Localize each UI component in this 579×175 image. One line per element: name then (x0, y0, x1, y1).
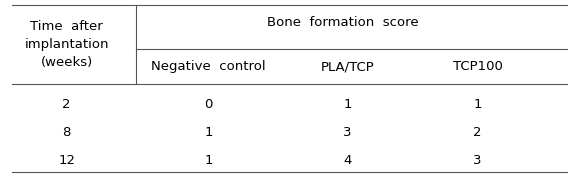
Text: 1: 1 (343, 99, 351, 111)
Text: 0: 0 (204, 99, 212, 111)
Text: 3: 3 (343, 127, 351, 139)
Text: TCP100: TCP100 (453, 60, 503, 73)
Text: 2: 2 (474, 127, 482, 139)
Text: 1: 1 (474, 99, 482, 111)
Text: 4: 4 (343, 155, 351, 167)
Text: Time  after
implantation
(weeks): Time after implantation (weeks) (24, 20, 109, 69)
Text: PLA/TCP: PLA/TCP (321, 60, 374, 73)
Text: Bone  formation  score: Bone formation score (267, 16, 419, 29)
Text: 2: 2 (63, 99, 71, 111)
Text: 8: 8 (63, 127, 71, 139)
Text: 1: 1 (204, 155, 212, 167)
Text: 12: 12 (58, 155, 75, 167)
Text: 3: 3 (474, 155, 482, 167)
Text: 1: 1 (204, 127, 212, 139)
Text: Negative  control: Negative control (151, 60, 266, 73)
